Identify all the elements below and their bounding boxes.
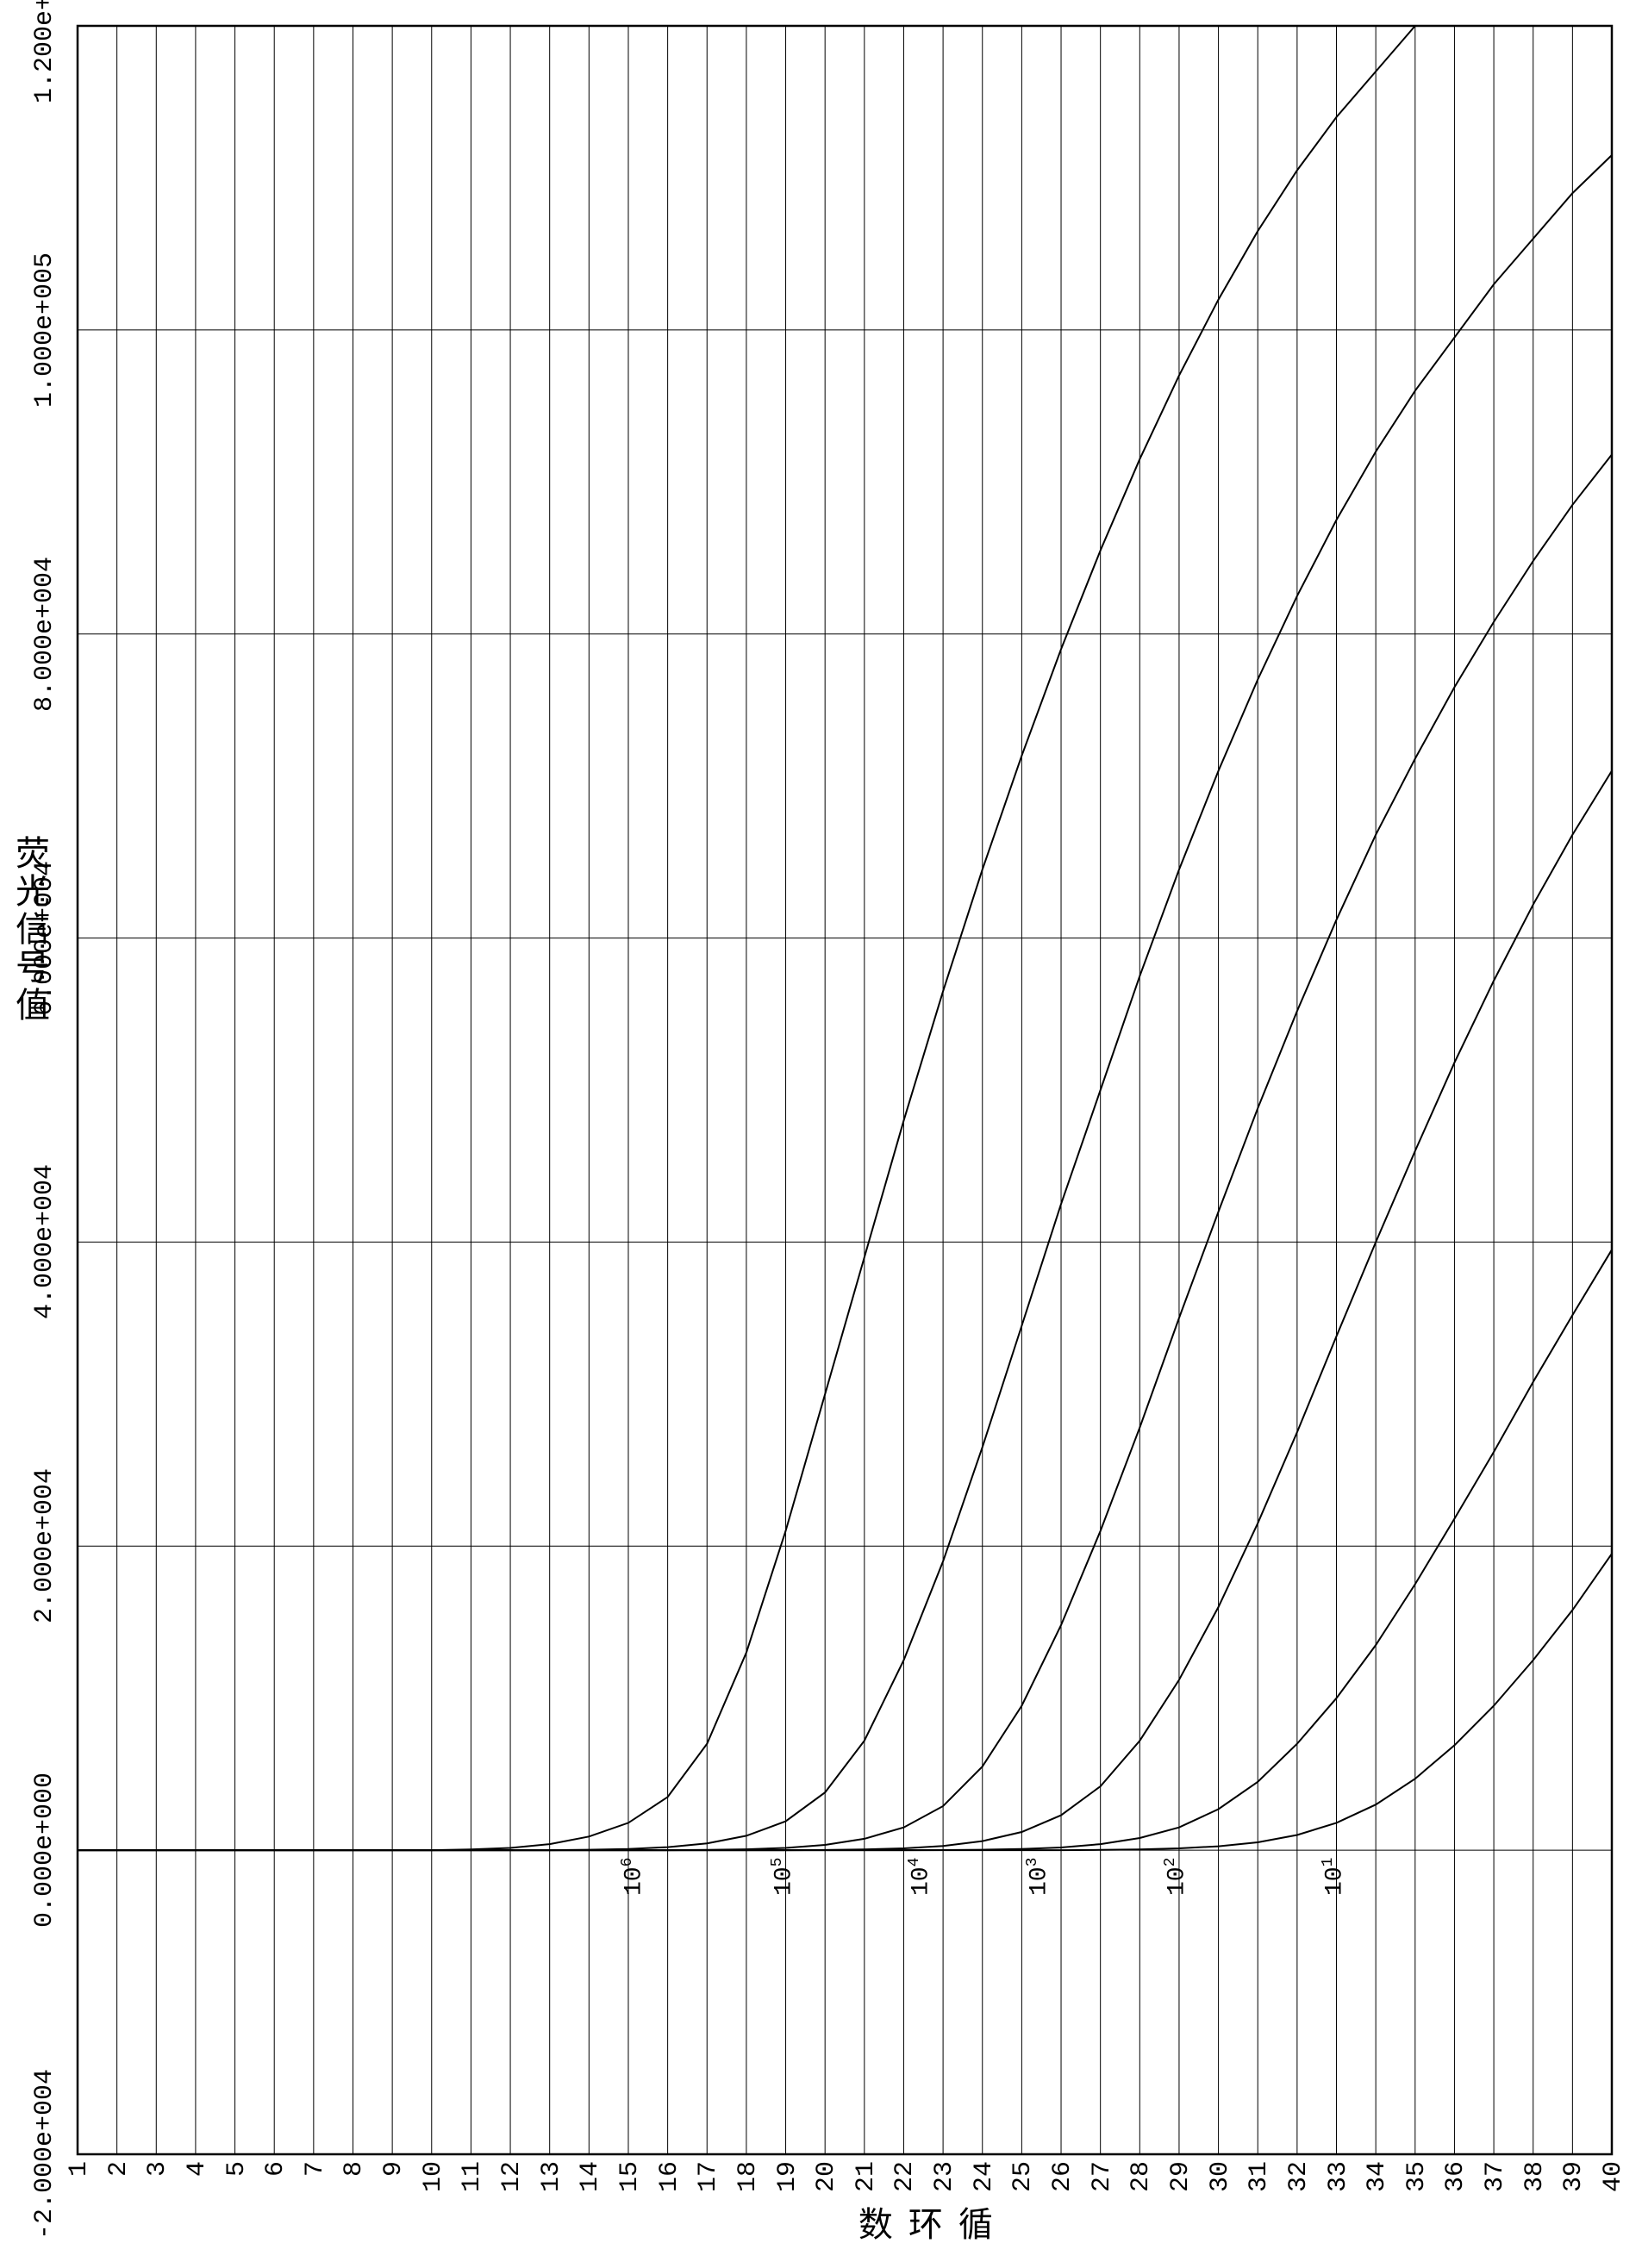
- x-tick-label: 3: [143, 2161, 169, 2177]
- curve-label-10^2: 102: [1162, 1858, 1190, 1896]
- x-tick-label: 25: [1008, 2161, 1034, 2192]
- x-tick-label: 27: [1088, 2161, 1114, 2192]
- curve-label-10^4: 104: [906, 1858, 934, 1896]
- x-tick-label: 30: [1206, 2161, 1232, 2192]
- x-tick-label: 2: [104, 2161, 130, 2177]
- y-axis-label: 荧光信号值: [4, 835, 54, 1025]
- x-tick-label: 33: [1324, 2161, 1350, 2192]
- x-tick-label: 34: [1363, 2161, 1389, 2192]
- x-tick-label: 39: [1559, 2161, 1585, 2192]
- y-tick-label: 1.200e+005: [30, 0, 59, 112]
- x-tick-label: 22: [890, 2161, 916, 2192]
- x-axis-label: 循环数: [847, 2206, 997, 2268]
- amplification-chart: -2.000e+004 0.000e+000 2.000e+004 4.000e+00…: [0, 0, 1642, 2268]
- x-tick-label: 5: [222, 2161, 248, 2177]
- x-tick-label: 32: [1284, 2161, 1310, 2192]
- curve-label-10^6: 106: [619, 1858, 647, 1896]
- x-tick-label: 11: [458, 2161, 484, 2192]
- curve-label-10^3: 103: [1024, 1858, 1052, 1896]
- x-tick-label: 38: [1520, 2161, 1546, 2192]
- y-tick-label: 0.000e+000: [30, 1764, 59, 1936]
- x-tick-label: 15: [615, 2161, 641, 2192]
- x-tick-label: 35: [1402, 2161, 1428, 2192]
- x-tick-label: 24: [970, 2161, 996, 2192]
- x-tick-label: 19: [773, 2161, 799, 2192]
- x-tick-label: 9: [379, 2161, 405, 2177]
- x-tick-label: 6: [261, 2161, 287, 2177]
- x-tick-label: 40: [1599, 2161, 1625, 2192]
- x-tick-label: 12: [497, 2161, 523, 2192]
- y-tick-label: 2.000e+004: [30, 1460, 59, 1632]
- curve-label-10^1: 101: [1320, 1858, 1348, 1896]
- x-tick-label: 20: [812, 2161, 838, 2192]
- x-tick-label: 21: [852, 2161, 877, 2192]
- x-tick-label: 10: [419, 2161, 445, 2192]
- curve-label-10^5: 105: [769, 1858, 797, 1896]
- x-tick-label: 16: [655, 2161, 681, 2192]
- x-tick-label: 18: [734, 2161, 759, 2192]
- y-tick-label: 4.000e+004: [30, 1156, 59, 1328]
- x-tick-label: 26: [1048, 2161, 1074, 2192]
- chart-svg: [0, 0, 1642, 2268]
- x-tick-label: 4: [183, 2161, 209, 2177]
- x-tick-label: 1: [65, 2161, 91, 2177]
- x-tick-label: 7: [301, 2161, 327, 2177]
- x-tick-label: 29: [1166, 2161, 1192, 2192]
- x-tick-label: 36: [1441, 2161, 1467, 2192]
- y-tick-label: 8.000e+004: [30, 548, 59, 720]
- x-tick-label: 37: [1481, 2161, 1507, 2192]
- x-tick-label: 13: [537, 2161, 563, 2192]
- x-tick-label: 23: [930, 2161, 956, 2192]
- x-tick-label: 31: [1245, 2161, 1271, 2192]
- x-tick-label: 8: [340, 2161, 365, 2177]
- x-tick-label: 14: [576, 2161, 602, 2192]
- x-tick-label: 17: [694, 2161, 720, 2192]
- y-tick-label: -2.000e+004: [30, 2068, 59, 2240]
- x-tick-label: 28: [1127, 2161, 1152, 2192]
- y-tick-label: 1.000e+005: [30, 244, 59, 416]
